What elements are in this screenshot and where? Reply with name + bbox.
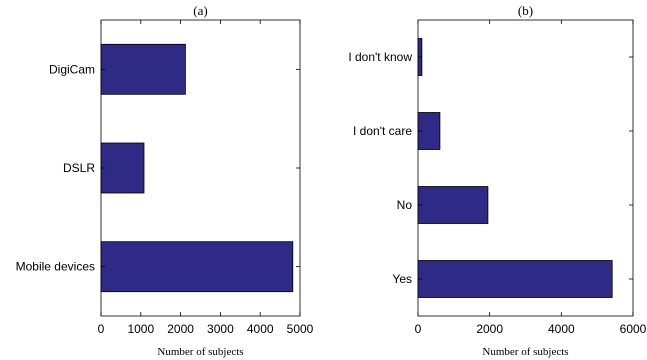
chart-b-category-label: I don't care (353, 124, 412, 138)
chart-b-title: (b) (518, 3, 533, 18)
chart-b-xtick-label: 6000 (620, 322, 647, 336)
chart-a-ticks (100, 20, 301, 316)
chart-b-xlabel: Number of subjects (482, 346, 568, 358)
chart-a-bars (100, 43, 294, 293)
chart-a-xtick-label: 1000 (127, 322, 154, 336)
chart-a-category-label: DSLR (63, 161, 95, 175)
chart-a-category-label: Mobile devices (16, 260, 95, 274)
chart-a-xtick-label: 5000 (287, 322, 314, 336)
chart-b-bars (417, 38, 613, 298)
chart-a-bar-mobile-devices (100, 241, 294, 293)
chart-b: (b) Yes No I don't care I don't know 0 2000 4… (348, 3, 646, 358)
chart-a-xlabel: Number of subjects (157, 346, 243, 358)
chart-b-ticks (417, 20, 634, 316)
chart-a-title: (a) (193, 3, 207, 18)
chart-a-xtick-label: 3000 (207, 322, 234, 336)
chart-a-xtick-label: 2000 (167, 322, 194, 336)
chart-a: (a) Mobile devices DSLR DigiCam 0 1000 2000 3… (16, 3, 314, 358)
chart-a-category-label: DigiCam (49, 62, 95, 76)
chart-a-category-labels: Mobile devices DSLR DigiCam (16, 62, 96, 273)
chart-b-xtick-label: 2000 (476, 322, 503, 336)
chart-a-xtick-label: 4000 (247, 322, 274, 336)
chart-b-category-label: No (397, 198, 413, 212)
chart-b-category-labels: Yes No I don't care I don't know (348, 50, 412, 286)
chart-a-bar-dslr (100, 142, 145, 194)
chart-b-xtick-label: 0 (415, 322, 422, 336)
chart-b-category-label: I don't know (348, 50, 412, 64)
chart-b-plot-frame (417, 19, 634, 317)
chart-b-xtick-label: 4000 (548, 322, 575, 336)
chart-b-category-label: Yes (392, 272, 412, 286)
chart-a-tick-labels: 0 1000 2000 3000 4000 5000 (98, 322, 314, 336)
chart-b-tick-labels: 0 2000 4000 6000 (415, 322, 647, 336)
chart-b-bar-yes (417, 260, 613, 298)
chart-a-xtick-label: 0 (98, 322, 105, 336)
chart-b-bar-no (417, 186, 489, 224)
chart-a-bar-digicam (100, 43, 186, 95)
